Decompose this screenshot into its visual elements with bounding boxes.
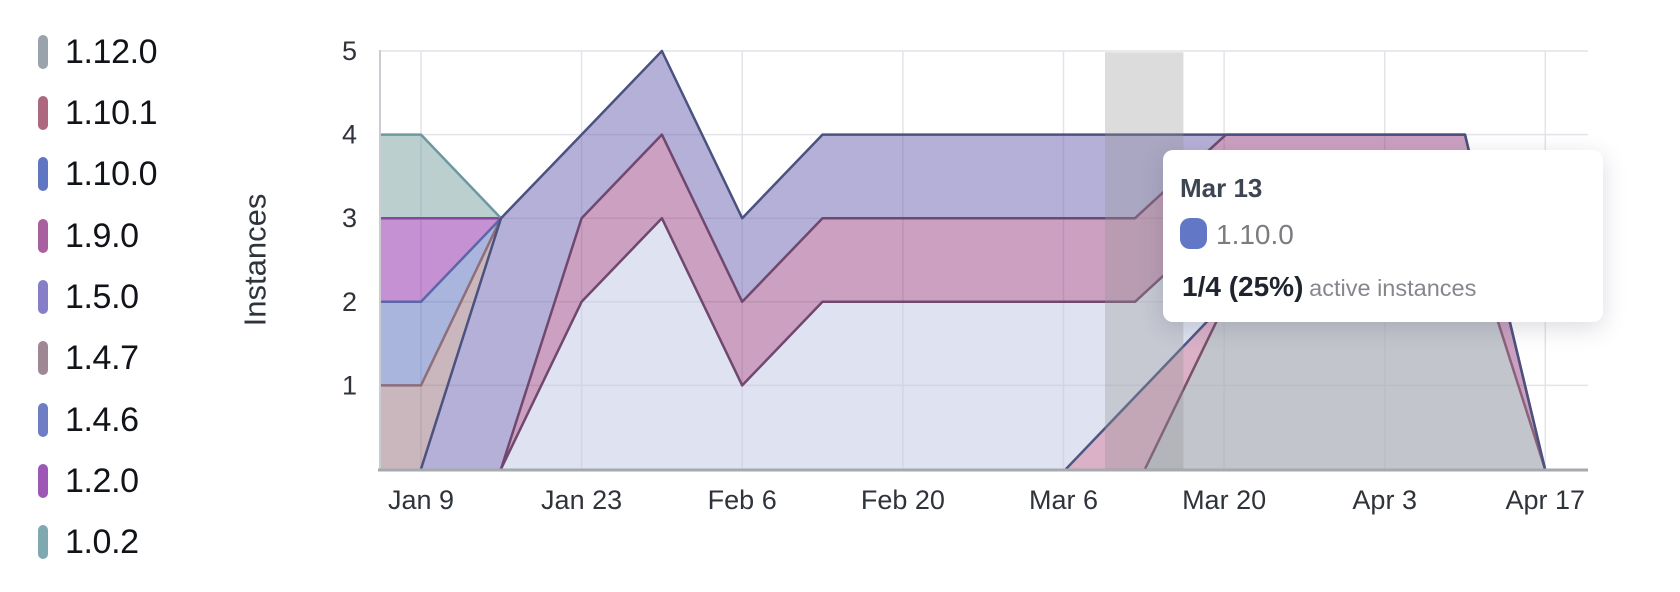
svg-text:2: 2 <box>342 287 357 317</box>
svg-text:Instances: Instances <box>238 194 273 327</box>
svg-text:4: 4 <box>342 120 357 150</box>
svg-text:1: 1 <box>342 370 357 400</box>
svg-text:Apr 3: Apr 3 <box>1352 485 1417 515</box>
svg-text:Jan 23: Jan 23 <box>541 485 622 515</box>
svg-text:Apr 17: Apr 17 <box>1506 485 1586 515</box>
svg-text:Mar 6: Mar 6 <box>1029 485 1098 515</box>
svg-text:Jan 9: Jan 9 <box>388 485 454 515</box>
svg-text:Feb 6: Feb 6 <box>708 485 777 515</box>
svg-text:3: 3 <box>342 203 357 233</box>
svg-text:5: 5 <box>342 36 357 66</box>
svg-text:Feb 20: Feb 20 <box>861 485 945 515</box>
svg-text:Mar 20: Mar 20 <box>1182 485 1266 515</box>
